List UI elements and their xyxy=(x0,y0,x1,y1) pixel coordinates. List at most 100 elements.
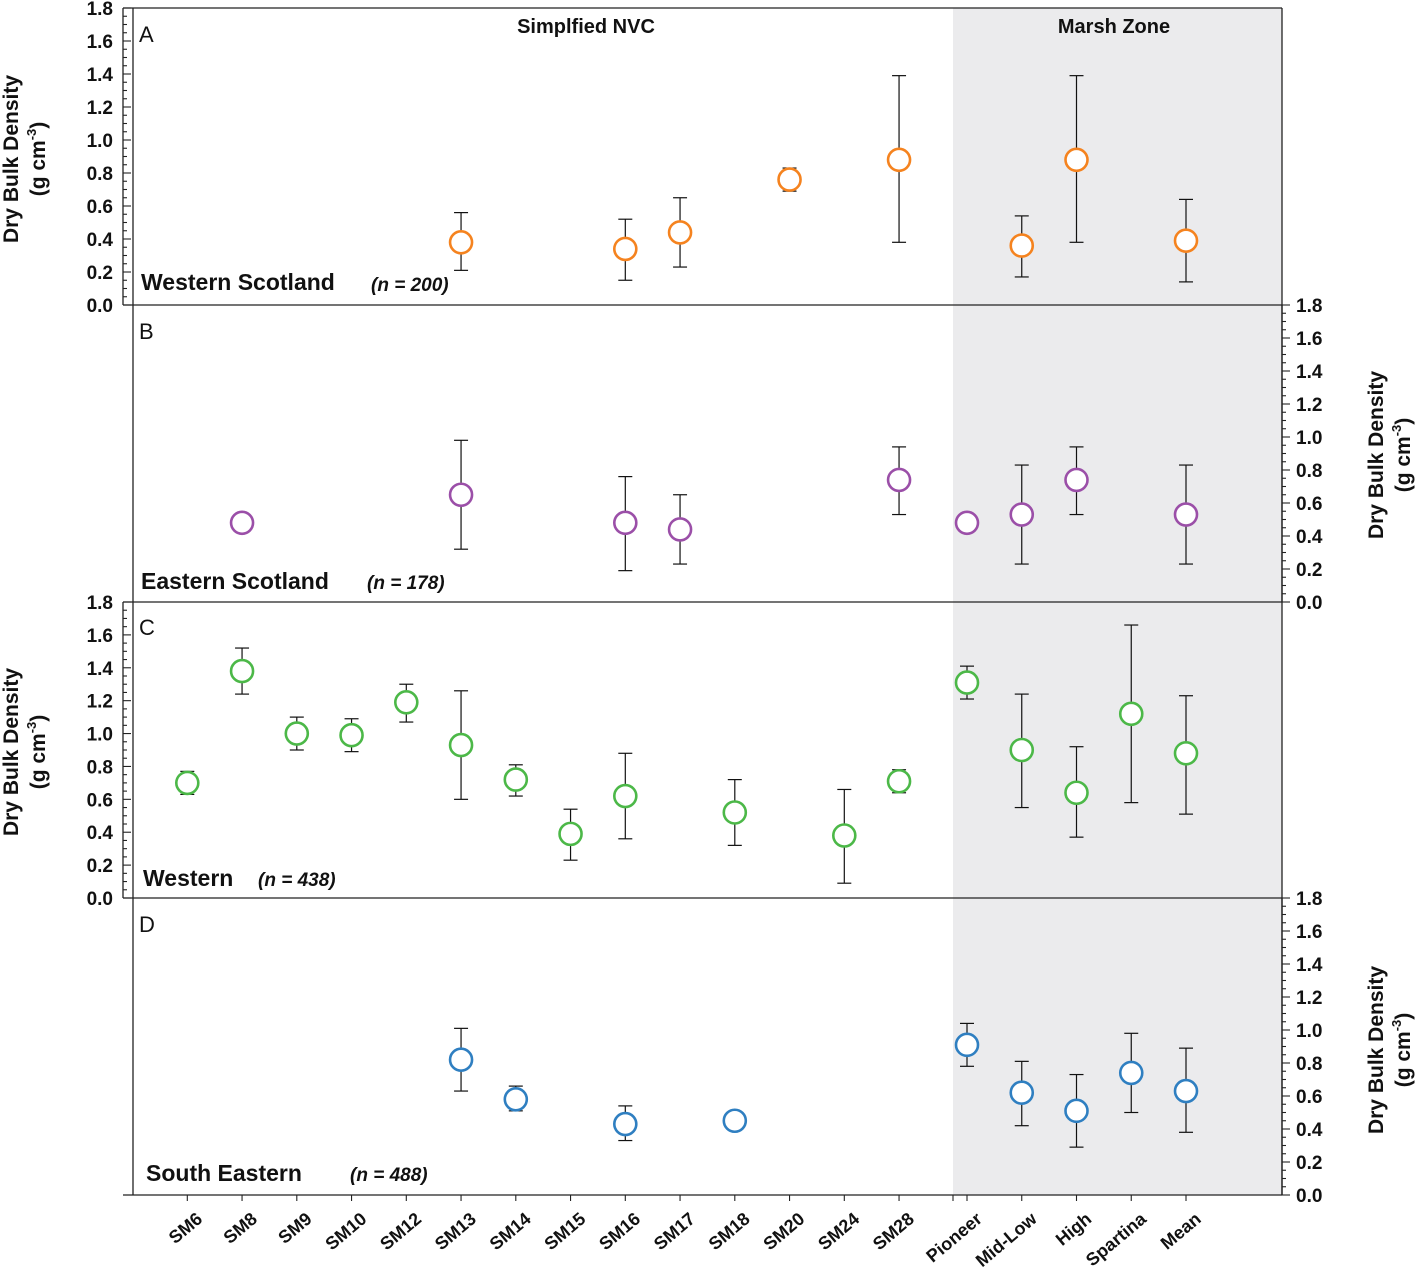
mean-marker xyxy=(954,1032,980,1058)
y-tick-label: 1.6 xyxy=(1296,329,1322,350)
mean-marker xyxy=(1118,1060,1144,1086)
mean-marker xyxy=(722,1108,748,1134)
y-tick-label: 0.4 xyxy=(87,230,114,251)
mean-marker xyxy=(667,220,693,245)
y-tick-label: 0.6 xyxy=(1296,494,1322,515)
data-point-d-spartina xyxy=(1118,1032,1144,1114)
x-category-label: SM12 xyxy=(376,1209,425,1255)
x-category-label: Mid-Low xyxy=(972,1208,1042,1271)
data-point-c-sm28 xyxy=(886,768,912,794)
y-tick-label: 0.4 xyxy=(1296,527,1323,548)
panel-a-labels: A Western Scotland (n = 200) xyxy=(139,22,449,296)
mean-marker xyxy=(448,482,474,508)
y-axis-unit-text: (g cm-3) xyxy=(1389,1013,1415,1088)
data-point-b-sm28 xyxy=(886,446,912,516)
data-point-d-mid-low xyxy=(1009,1060,1035,1127)
y-tick-label: 1.8 xyxy=(1296,889,1322,910)
y-axis-title-right-d: Dry Bulk Density (g cm-3) xyxy=(1365,966,1415,1134)
x-category-label: SM15 xyxy=(540,1209,589,1255)
data-marks-layer xyxy=(175,75,1199,1148)
mean-marker xyxy=(1064,467,1089,493)
data-point-d-high xyxy=(1064,1073,1089,1148)
x-category-label: SM28 xyxy=(869,1209,918,1255)
mean-marker xyxy=(284,721,310,746)
y-tick-label: 1.2 xyxy=(1296,988,1322,1009)
mean-marker xyxy=(175,770,200,796)
y-tick-label: 1.4 xyxy=(1296,362,1323,383)
data-point-a-mean xyxy=(1173,198,1199,283)
data-point-c-sm8 xyxy=(229,647,255,695)
mean-marker xyxy=(1009,737,1035,763)
mean-marker xyxy=(954,670,980,695)
section-titles: Simplfied NVC Marsh Zone xyxy=(517,16,1170,38)
mean-marker xyxy=(831,823,857,848)
mean-marker xyxy=(339,722,364,748)
y-tick-label: 0.4 xyxy=(1296,1120,1323,1141)
y-tick-label: 0.4 xyxy=(87,823,114,844)
x-category-label: SM18 xyxy=(705,1209,754,1255)
mean-marker xyxy=(886,768,912,794)
y-tick-label: 0.2 xyxy=(1296,1153,1322,1174)
data-point-c-spartina xyxy=(1118,624,1144,804)
y-tick-label: 1.2 xyxy=(87,692,113,713)
y-tick-label: 0.2 xyxy=(87,856,113,877)
section-title-nvc: Simplfied NVC xyxy=(517,16,655,38)
x-category-label: SM17 xyxy=(650,1209,699,1255)
data-point-a-sm20 xyxy=(777,167,802,192)
y-tick-label: 0.2 xyxy=(1296,560,1322,581)
mean-marker xyxy=(612,236,638,262)
x-category-label: SM13 xyxy=(431,1209,480,1255)
mean-marker xyxy=(722,800,748,825)
mean-marker xyxy=(1009,233,1035,258)
y-tick-label: 0.0 xyxy=(1296,593,1322,614)
mean-marker xyxy=(612,510,638,536)
y-axis-unit-text: (g cm-3) xyxy=(24,715,50,790)
data-point-b-sm17 xyxy=(667,494,693,565)
data-point-b-sm8 xyxy=(229,510,255,536)
data-point-c-mean xyxy=(1173,695,1199,815)
data-point-d-sm16 xyxy=(612,1105,638,1142)
panel-b-sample-size: (n = 178) xyxy=(367,573,445,594)
data-point-c-pioneer xyxy=(954,665,980,700)
mean-marker xyxy=(558,821,583,847)
category-labels-layer: SM6 SM8 SM9 SM10 SM12 SM13 SM14 SM15 SM16 SM17 SM1… xyxy=(165,1208,1205,1271)
y-tick-label: 0.0 xyxy=(1296,1186,1322,1207)
data-point-a-sm13 xyxy=(448,212,474,271)
mean-marker xyxy=(612,783,638,809)
panel-letter-b: B xyxy=(139,319,154,344)
y-tick-label: 0.8 xyxy=(1296,461,1322,482)
x-category-label: SM8 xyxy=(220,1209,261,1248)
y-tick-label: 0.6 xyxy=(1296,1087,1322,1108)
data-point-d-sm18 xyxy=(722,1108,748,1134)
mean-marker xyxy=(1064,780,1089,806)
y-tick-label: 1.8 xyxy=(87,0,113,20)
mean-marker xyxy=(1173,228,1199,253)
mean-marker xyxy=(1173,740,1199,766)
y-axis-title-text: Dry Bulk Density xyxy=(0,668,23,836)
y-tick-label: 1.4 xyxy=(87,65,114,86)
y-axis-title-text: Dry Bulk Density xyxy=(0,75,23,243)
y-tick-label: 1.6 xyxy=(1296,922,1322,943)
x-category-label: High xyxy=(1052,1209,1095,1250)
mean-marker xyxy=(667,517,693,542)
y-tick-label: 1.4 xyxy=(87,659,114,680)
mean-marker xyxy=(448,732,474,758)
data-point-d-sm13 xyxy=(448,1027,474,1092)
y-axis-unit-text: (g cm-3) xyxy=(1389,418,1415,493)
x-category-label: Spartina xyxy=(1082,1208,1151,1270)
y-tick-label: 0.0 xyxy=(87,889,113,910)
panel-letter-a: A xyxy=(139,22,154,47)
mean-marker xyxy=(503,767,529,792)
axes-layer: 0.0 0.2 0.4 0.6 0.8 1.0 1.2 1.4 1.6 1.8 0.0 0.2 0.4 0… xyxy=(87,0,1323,1207)
mean-marker xyxy=(503,1087,529,1112)
y-axis-unit-text: (g cm-3) xyxy=(24,122,50,197)
data-point-a-sm28 xyxy=(886,75,912,243)
mean-marker xyxy=(1118,701,1144,727)
y-tick-label: 1.6 xyxy=(87,626,113,647)
y-tick-label: 1.4 xyxy=(1296,955,1323,976)
y-tick-label: 0.8 xyxy=(87,757,113,778)
panel-b-labels: B Eastern Scotland (n = 178) xyxy=(139,319,445,594)
data-point-a-high xyxy=(1064,75,1089,243)
x-category-label: Mean xyxy=(1157,1209,1205,1254)
mean-marker xyxy=(886,467,912,493)
